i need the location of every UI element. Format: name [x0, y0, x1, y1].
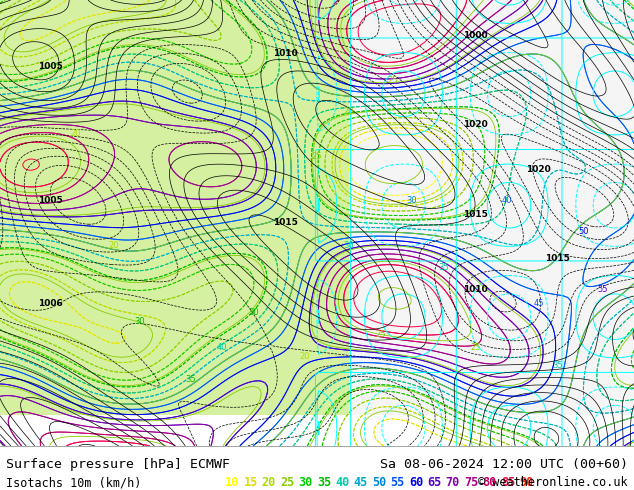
Text: 40: 40 — [335, 476, 349, 490]
Text: 30: 30 — [407, 196, 417, 205]
Text: 30: 30 — [134, 317, 145, 325]
Text: 1006: 1006 — [38, 299, 63, 308]
Text: 1010: 1010 — [273, 49, 298, 58]
Text: 20: 20 — [71, 129, 81, 138]
Text: 30: 30 — [249, 308, 259, 317]
Text: 35: 35 — [553, 361, 563, 370]
Text: 10: 10 — [225, 476, 239, 490]
Text: 40: 40 — [502, 196, 512, 205]
Text: 25: 25 — [375, 330, 385, 339]
Text: 35: 35 — [185, 374, 195, 384]
Text: 70: 70 — [446, 476, 460, 490]
Text: 1005: 1005 — [38, 62, 63, 72]
Text: 1020: 1020 — [463, 121, 488, 129]
Text: 20: 20 — [109, 241, 119, 250]
Text: 1005: 1005 — [38, 196, 63, 205]
Text: 40: 40 — [217, 343, 227, 352]
Text: 55: 55 — [597, 285, 607, 294]
Text: 35: 35 — [439, 263, 449, 272]
FancyBboxPatch shape — [0, 0, 634, 415]
Text: 25: 25 — [470, 343, 481, 352]
Text: 65: 65 — [427, 476, 441, 490]
Text: 1015: 1015 — [545, 254, 571, 263]
Text: 45: 45 — [534, 299, 544, 308]
Text: 35: 35 — [317, 476, 331, 490]
Text: © weatheronline.co.uk: © weatheronline.co.uk — [478, 476, 628, 490]
Text: 50: 50 — [578, 227, 588, 236]
Text: 1015: 1015 — [463, 210, 488, 219]
Text: 20: 20 — [344, 107, 354, 116]
Text: 20: 20 — [262, 476, 276, 490]
Text: 25: 25 — [388, 76, 398, 85]
FancyBboxPatch shape — [349, 0, 634, 415]
Text: 50: 50 — [372, 476, 386, 490]
Text: Sa 08-06-2024 12:00 UTC (00+60): Sa 08-06-2024 12:00 UTC (00+60) — [380, 458, 628, 471]
Text: 1010: 1010 — [463, 285, 488, 294]
Text: 30: 30 — [344, 241, 354, 250]
Text: 20: 20 — [299, 352, 309, 361]
Text: 1020: 1020 — [526, 165, 552, 174]
Text: 55: 55 — [391, 476, 404, 490]
Text: 85: 85 — [501, 476, 515, 490]
Text: 45: 45 — [354, 476, 368, 490]
Text: 1000: 1000 — [463, 31, 488, 40]
Text: 30: 30 — [299, 476, 313, 490]
Text: 90: 90 — [519, 476, 533, 490]
Text: Isotachs 10m (km/h): Isotachs 10m (km/h) — [6, 476, 142, 490]
Text: 1015: 1015 — [273, 219, 298, 227]
Text: 25: 25 — [312, 151, 322, 161]
Text: 80: 80 — [482, 476, 496, 490]
Text: 15: 15 — [243, 476, 257, 490]
Text: 75: 75 — [464, 476, 478, 490]
Text: 25: 25 — [280, 476, 294, 490]
Text: Surface pressure [hPa] ECMWF: Surface pressure [hPa] ECMWF — [6, 458, 230, 471]
Text: 60: 60 — [409, 476, 423, 490]
